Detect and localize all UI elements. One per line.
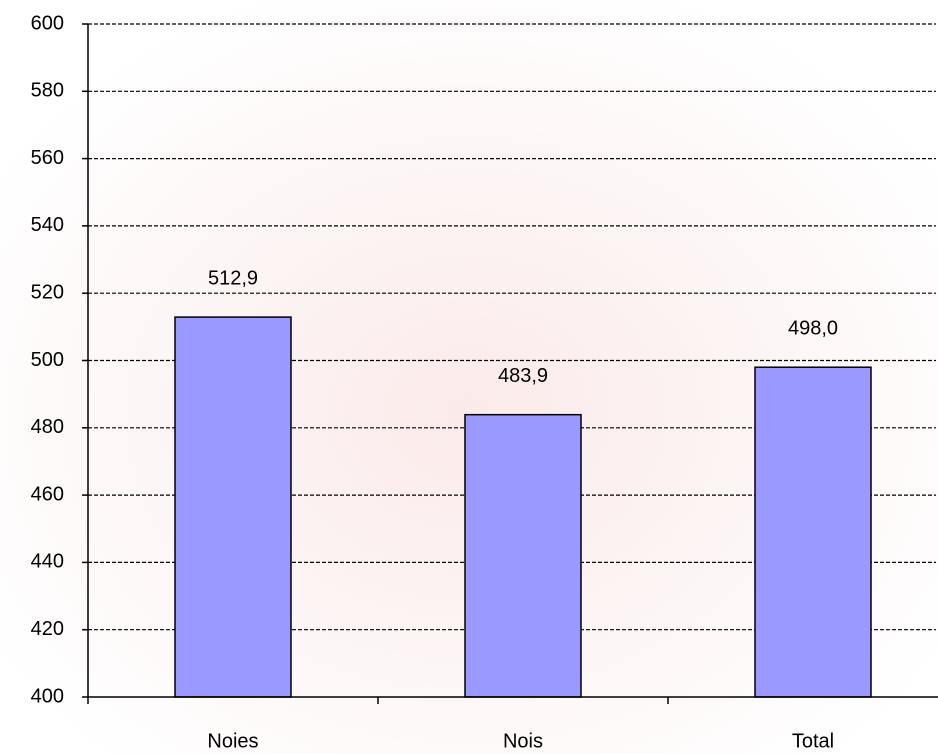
bar [174, 316, 292, 698]
y-tick-label: 520 [31, 281, 64, 303]
x-tick-label: Noies [207, 730, 258, 752]
y-tick-label: 440 [31, 551, 64, 573]
y-tick-label: 420 [31, 618, 64, 640]
x-tick-label: Total [792, 730, 834, 752]
y-tick-label: 540 [31, 214, 64, 236]
y-tick-label: 500 [31, 349, 64, 371]
x-tick-label: Nois [503, 730, 543, 752]
data-label: 512,9 [208, 267, 258, 289]
y-tick-label: 480 [31, 416, 64, 438]
data-label: 498,0 [788, 318, 838, 340]
y-tick-label: 580 [31, 80, 64, 102]
y-tick-label: 560 [31, 147, 64, 169]
bar [464, 413, 582, 698]
y-tick-label: 460 [31, 483, 64, 505]
data-label: 483,9 [498, 365, 548, 387]
bar [754, 366, 872, 698]
y-tick-label: 600 [31, 12, 64, 34]
y-tick-label: 400 [31, 685, 64, 707]
